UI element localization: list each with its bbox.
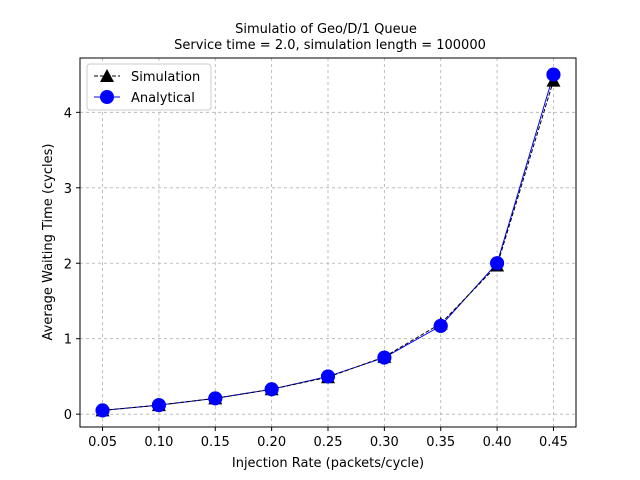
x-tick-label: 0.30 (370, 435, 399, 450)
legend-simulation-marker (100, 69, 114, 82)
x-tick-label: 0.05 (88, 435, 117, 450)
legend-analytical-label: Analytical (131, 91, 195, 106)
analytical-point-top (377, 350, 392, 365)
x-tick-label: 0.40 (483, 435, 512, 450)
chart-title: Simulatio of Geo/D/1 Queue (235, 22, 417, 37)
y-axis-label: Average Waiting Time (cycles) (41, 144, 56, 341)
x-tick-label: 0.45 (539, 435, 568, 450)
x-tick-label: 0.25 (314, 435, 343, 450)
analytical-point-top (321, 369, 335, 384)
analytical-point-top (264, 382, 279, 397)
x-tick-label: 0.15 (201, 435, 230, 450)
axis-ticks: 0.05 0.10 0.15 0.20 0.25 0.30 0.35 0.40 0.45 0 1 2 3… (64, 106, 568, 450)
analytical-point-top (490, 256, 505, 271)
y-tick-label: 0 (64, 408, 72, 423)
grid (80, 58, 576, 427)
x-tick-label: 0.35 (426, 435, 455, 450)
y-tick-label: 3 (64, 182, 72, 197)
chart-subtitle: Service time = 2.0, simulation length = … (174, 38, 486, 53)
legend: Simulation Analytical (86, 63, 212, 111)
x-tick-label: 0.10 (144, 435, 173, 450)
x-tick-label: 0.20 (257, 435, 286, 450)
analytical-point-top (546, 67, 561, 82)
analytical-point-top (95, 403, 110, 418)
y-tick-label: 4 (64, 106, 72, 121)
analytical-point-top (208, 391, 223, 406)
series-layer (95, 67, 561, 418)
legend-simulation-label: Simulation (131, 70, 200, 85)
analytical-point-top (433, 318, 448, 333)
legend-analytical-marker (100, 90, 114, 104)
y-tick-label: 1 (64, 333, 72, 348)
y-tick-label: 2 (64, 257, 72, 272)
x-axis-label: Injection Rate (packets/cycle) (232, 456, 424, 471)
analytical-point-top (151, 398, 166, 413)
